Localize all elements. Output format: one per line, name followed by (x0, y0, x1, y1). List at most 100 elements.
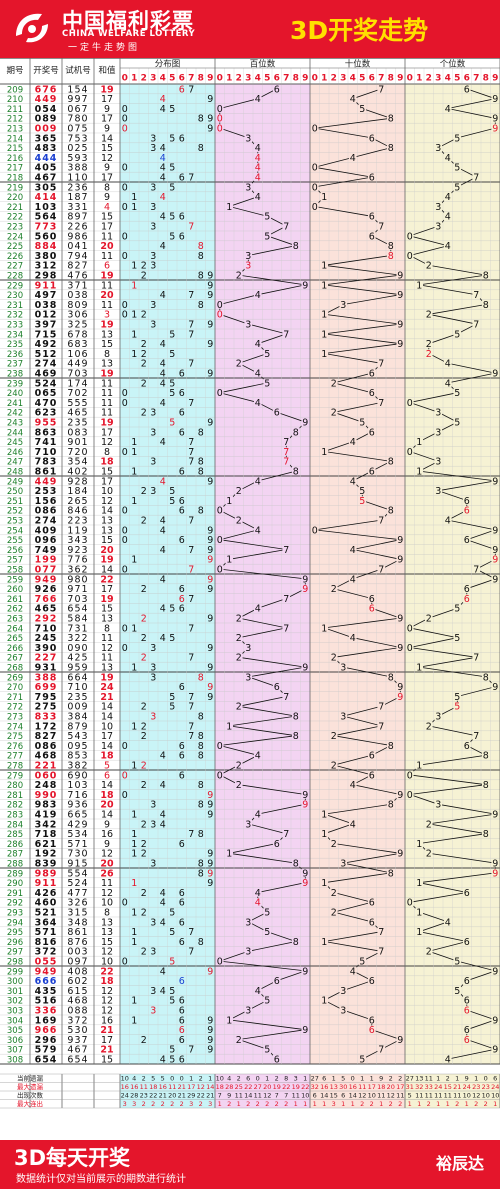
hundreds-digit-mark: 7 (283, 457, 289, 468)
units-stat-value: 27 (406, 1075, 414, 1083)
hundreds-digit-mark: 2 (236, 761, 242, 772)
test-number: 106 (67, 349, 88, 360)
units-mark-bg (453, 956, 462, 966)
tens-digit-mark: 3 (340, 712, 346, 723)
units-stat-value: 24 (463, 1083, 471, 1091)
sum-value: 14 (101, 712, 113, 723)
dist-mark: 9 (207, 271, 213, 282)
tens-mark-bg (348, 153, 357, 162)
units-digit-mark: 6 (464, 84, 470, 95)
units-stat-value: 2 (455, 1100, 459, 1108)
units-mark-bg (434, 143, 443, 152)
issue-number: 241 (7, 399, 23, 409)
units-digit-mark: 9 (492, 1015, 498, 1026)
dist-mark: 9 (207, 790, 213, 801)
sum-value: 9 (104, 163, 110, 174)
units-digit-mark: 4 (445, 1055, 451, 1066)
dist-mark: 3 (150, 457, 156, 468)
dist-mark: 1 (131, 810, 137, 821)
sum-value: 14 (101, 741, 113, 752)
hundreds-mark-bg (234, 515, 243, 525)
units-mark-bg (491, 868, 500, 878)
issue-number: 273 (7, 713, 23, 723)
dist-mark: 5 (169, 133, 175, 144)
dist-stat-value: 10 (121, 1075, 129, 1083)
dist-mark: 3 (150, 800, 156, 811)
hundreds-digit-mark: 3 (245, 947, 251, 958)
test-number: 372 (67, 1015, 88, 1026)
hundreds-digit-mark: 1 (226, 202, 232, 213)
hundreds-digit-mark: 2 (236, 516, 242, 527)
hundreds-mark-bg (215, 535, 224, 544)
units-mark-bg (415, 907, 424, 917)
dist-mark: 4 (160, 780, 166, 791)
tens-mark-bg (396, 692, 405, 701)
dist-mark: 6 (179, 506, 185, 517)
footer-banner: 3D每天开奖 数据统计仅对当前展示的期数进行统计 裕辰达 (0, 1140, 500, 1189)
test-number: 776 (67, 555, 88, 566)
hundreds-digit-mark: 7 (283, 545, 289, 556)
sum-value: 17 (101, 1035, 113, 1046)
dist-stat-value: 14 (206, 1083, 214, 1091)
units-stat-value: 15 (444, 1083, 452, 1091)
hundreds-stat-value: 27 (254, 1083, 262, 1091)
dist-mark: 2 (141, 408, 147, 419)
units-mark-bg (462, 594, 471, 603)
dist-mark: 9 (207, 418, 213, 429)
issue-number: 220 (7, 193, 23, 203)
hundreds-stat-value: 1 (303, 1100, 307, 1108)
units-digit-mark: 1 (416, 761, 422, 772)
dist-mark: 1 (131, 496, 137, 507)
dist-mark: 8 (198, 672, 204, 683)
dist-mark: 5 (169, 692, 175, 703)
hundreds-mark-bg (253, 809, 262, 819)
hundreds-digit-mark: 1 (226, 1015, 232, 1026)
tens-mark-bg (396, 1035, 405, 1044)
issue-number: 304 (7, 1016, 23, 1026)
winning-number: 096 (35, 535, 58, 546)
hundreds-digit-mark: 1 (226, 555, 232, 566)
units-mark-bg (443, 104, 452, 113)
test-number: 971 (67, 584, 88, 595)
footer-title: 3D每天开奖 (14, 1146, 131, 1170)
units-digit-mark: 7 (473, 653, 479, 664)
tens-digit-mark: 3 (340, 859, 346, 870)
winning-number: 483 (35, 143, 58, 154)
test-number: 959 (67, 663, 88, 674)
winning-number: 296 (35, 1035, 58, 1046)
issue-number: 299 (7, 967, 23, 977)
winning-number: 955 (35, 418, 58, 429)
units-digit-mark: 2 (426, 614, 432, 625)
hundreds-digit-mark: 4 (255, 369, 261, 380)
hundreds-mark-bg (225, 496, 234, 505)
sum-value: 16 (101, 1015, 113, 1026)
units-digit-mark: 5 (454, 692, 460, 703)
dist-mark: 7 (188, 222, 194, 233)
hundreds-stat-value: 2 (275, 1075, 279, 1083)
winning-number: 365 (35, 133, 58, 144)
dist-mark: 5 (169, 986, 175, 997)
units-digit-mark: 5 (454, 986, 460, 997)
dist-mark: 2 (141, 349, 147, 360)
tens-digit-mark: 8 (388, 672, 394, 683)
footer-author: 裕辰达 (435, 1154, 484, 1173)
tens-mark-bg (339, 858, 348, 868)
dist-mark: 7 (188, 437, 194, 448)
issue-number: 222 (7, 213, 23, 223)
sum-value: 15 (101, 1055, 113, 1066)
sum-value: 15 (101, 535, 113, 546)
sum-value: 19 (100, 672, 113, 683)
hundreds-mark-bg (263, 231, 272, 241)
sum-value: 20 (100, 859, 114, 870)
winning-number: 253 (35, 486, 58, 497)
dist-mark: 8 (198, 506, 204, 517)
dist-stat-value: 2 (142, 1100, 146, 1108)
tens-mark-bg (377, 398, 386, 407)
test-number: 664 (67, 672, 88, 683)
issue-number: 248 (7, 468, 23, 478)
sum-value: 15 (101, 143, 113, 154)
units-mark-bg (424, 947, 433, 956)
units-mark-bg (481, 300, 490, 309)
tens-digit-mark: 3 (340, 1006, 346, 1017)
